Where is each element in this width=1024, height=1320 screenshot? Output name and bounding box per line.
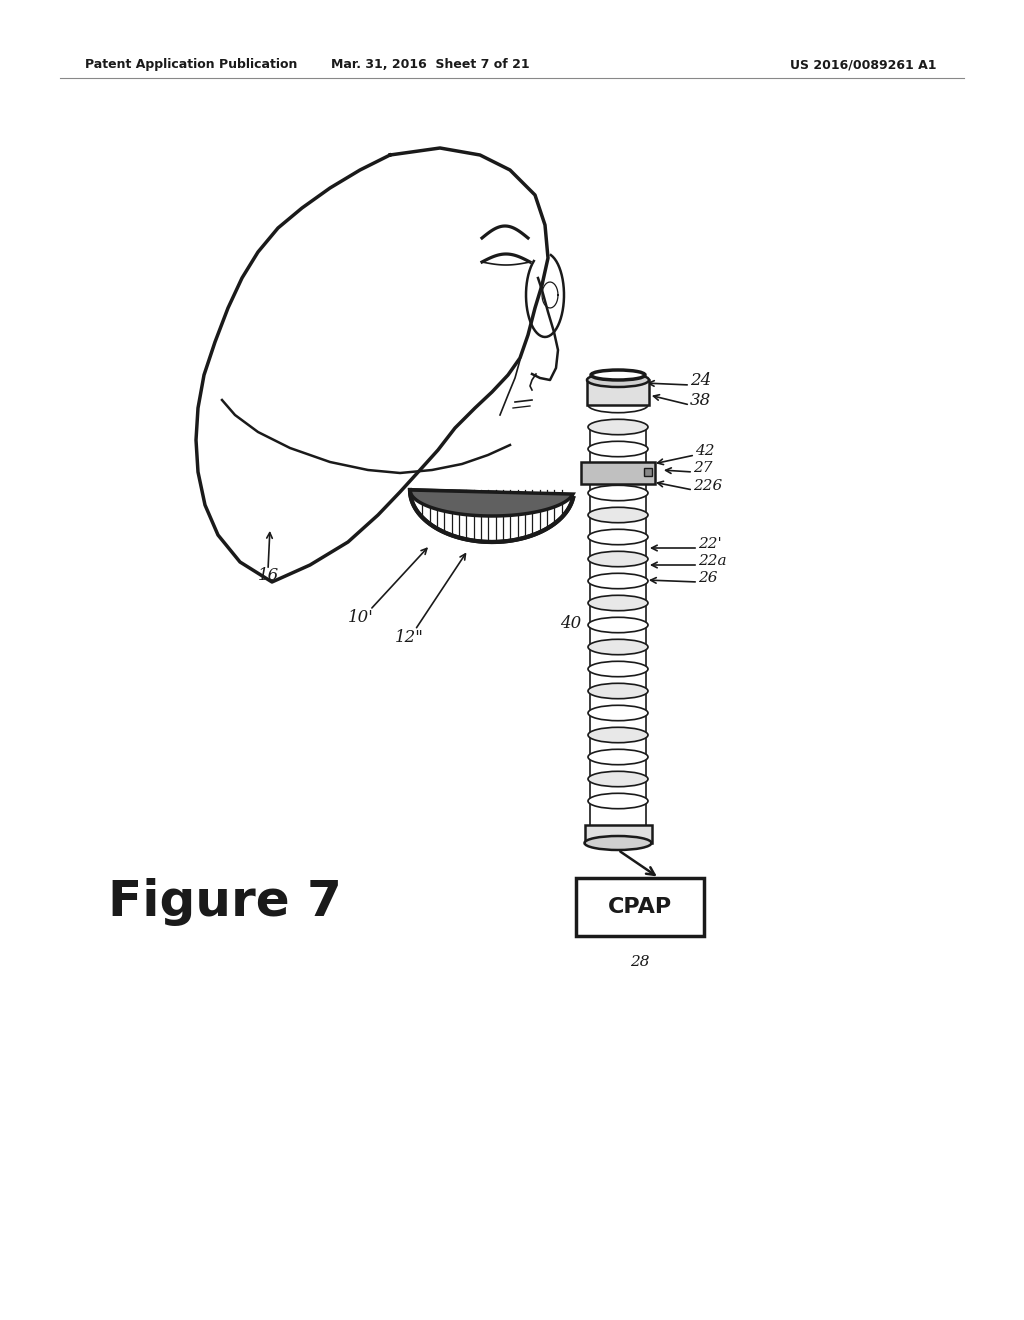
- Bar: [587, 380, 649, 405]
- Text: 22': 22': [698, 537, 722, 550]
- Text: Mar. 31, 2016  Sheet 7 of 21: Mar. 31, 2016 Sheet 7 of 21: [331, 58, 529, 71]
- Text: US 2016/0089261 A1: US 2016/0089261 A1: [790, 58, 937, 71]
- Ellipse shape: [585, 836, 651, 850]
- Text: 12": 12": [395, 630, 424, 645]
- Bar: [575, 878, 705, 936]
- Text: 16: 16: [258, 568, 280, 583]
- Text: 38: 38: [690, 392, 712, 409]
- Ellipse shape: [588, 618, 648, 632]
- Text: 26: 26: [698, 572, 718, 585]
- Bar: [644, 469, 652, 477]
- Ellipse shape: [588, 771, 648, 787]
- Ellipse shape: [588, 441, 648, 457]
- Text: Figure 7: Figure 7: [108, 878, 342, 927]
- Ellipse shape: [588, 705, 648, 721]
- Ellipse shape: [588, 793, 648, 809]
- Ellipse shape: [587, 374, 649, 387]
- Ellipse shape: [588, 397, 648, 413]
- Ellipse shape: [588, 684, 648, 698]
- Ellipse shape: [588, 595, 648, 611]
- Text: 10': 10': [348, 609, 374, 626]
- Text: 24: 24: [690, 372, 712, 389]
- Ellipse shape: [588, 529, 648, 545]
- Text: CPAP: CPAP: [608, 898, 672, 917]
- Polygon shape: [410, 490, 573, 543]
- Ellipse shape: [588, 486, 648, 500]
- Ellipse shape: [588, 420, 648, 434]
- Text: 226: 226: [693, 479, 722, 492]
- Bar: [581, 462, 655, 484]
- Ellipse shape: [588, 750, 648, 764]
- Ellipse shape: [588, 639, 648, 655]
- Ellipse shape: [588, 552, 648, 566]
- Text: 40: 40: [560, 615, 582, 632]
- Ellipse shape: [588, 727, 648, 743]
- Bar: [585, 825, 652, 843]
- Ellipse shape: [588, 573, 648, 589]
- Ellipse shape: [588, 661, 648, 677]
- Text: 22a: 22a: [698, 554, 727, 568]
- Polygon shape: [410, 490, 573, 516]
- Text: 42: 42: [695, 444, 715, 458]
- Text: 28: 28: [630, 954, 650, 969]
- Text: 27: 27: [693, 461, 713, 475]
- Ellipse shape: [588, 463, 648, 479]
- Text: Patent Application Publication: Patent Application Publication: [85, 58, 297, 71]
- Ellipse shape: [591, 370, 645, 380]
- Ellipse shape: [588, 507, 648, 523]
